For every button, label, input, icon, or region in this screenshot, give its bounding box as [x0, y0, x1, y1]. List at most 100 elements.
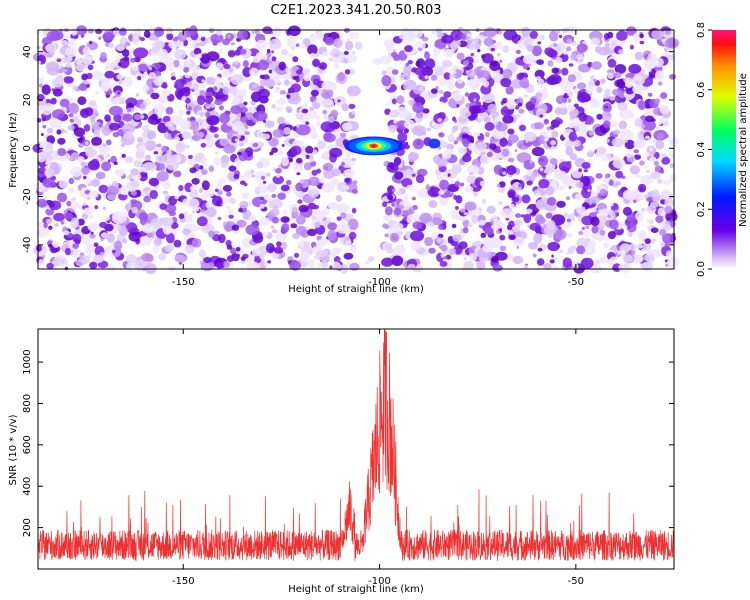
spectrogram-cell [424, 236, 434, 247]
spectrogram-cell [655, 215, 664, 223]
spectrogram-cell [138, 172, 148, 182]
spectrogram-cell [438, 89, 444, 94]
spectrogram-cell [124, 156, 134, 164]
spectrogram-cell [343, 158, 348, 163]
spectrogram-cell [210, 102, 216, 108]
spectrogram-cell [272, 26, 282, 37]
spectrogram-cell [278, 61, 286, 71]
spectrogram-side-blob [428, 138, 441, 149]
spectrogram-cell [151, 46, 160, 54]
spectrogram-cell [641, 261, 654, 272]
spectrogram-cell [466, 69, 476, 79]
spectrogram-cell [82, 46, 91, 57]
spectrogram-cell [239, 45, 243, 49]
spectrogram-cell [389, 128, 396, 133]
spectrogram-cell [567, 104, 575, 112]
spectrogram-cell [330, 178, 340, 186]
spectrogram-cell [600, 78, 606, 84]
spectrogram-cell [472, 191, 479, 197]
spectrogram-cell [183, 86, 191, 94]
spectrogram-cell [560, 174, 570, 184]
spectrogram-cell [259, 79, 268, 86]
spectrogram-cell [179, 120, 192, 130]
spectrogram-cell [404, 195, 409, 201]
spectrogram-cell [559, 34, 563, 39]
spectrogram-cell [64, 247, 71, 256]
spectrogram-cell [460, 182, 465, 187]
snr-background [38, 329, 674, 569]
spectrogram-cell [327, 222, 338, 231]
spectrogram-cell [405, 141, 409, 145]
snr-x-label: Height of straight line (km) [288, 584, 424, 595]
spectrogram-cell [574, 193, 583, 201]
spectrogram-cell [148, 72, 156, 80]
spectrogram-cell [563, 222, 572, 229]
spectrogram-cell [302, 241, 311, 248]
spectrogram-cell [518, 183, 523, 188]
spectrogram-cell [121, 123, 136, 134]
spectrogram-cell [56, 129, 62, 135]
spectrogram-cell [439, 33, 444, 38]
spectrogram-cell [599, 188, 607, 197]
spectrogram-cell [581, 175, 591, 187]
spectrogram-cell [138, 212, 148, 221]
spectrogram-cell [529, 222, 541, 231]
spectrogram-cell [523, 160, 535, 170]
spectrogram-cell [139, 241, 146, 247]
spectrogram-cell [162, 181, 172, 189]
spectrogram-cell [638, 194, 645, 201]
spectrogram-cell [478, 219, 486, 226]
spectrogram-cell [437, 146, 442, 150]
spectrogram-cell [424, 75, 429, 80]
spectrogram-cell [68, 113, 74, 118]
spectrogram-cell [68, 38, 77, 47]
spectrogram-cell [140, 191, 147, 198]
spectrogram-cell [558, 106, 568, 116]
spectrogram-cell [70, 201, 80, 210]
spectrogram-cell [122, 113, 133, 122]
spectrogram-cell [612, 129, 621, 135]
spectrogram-cell [237, 151, 242, 156]
spectrogram-cell [393, 119, 398, 124]
spectrogram-cell [399, 33, 404, 40]
spectrogram-cell [432, 47, 441, 57]
spectrogram-cell [221, 162, 228, 169]
spectrogram-cell [461, 138, 469, 145]
spectrogram-cell [263, 231, 269, 237]
spectrogram-cell [516, 73, 524, 81]
spectrogram-cell [604, 105, 609, 109]
spectrogram-cell [461, 133, 470, 140]
spectrogram-cell [455, 205, 459, 210]
spectrogram-cell [427, 186, 441, 198]
spectrogram-cell [290, 145, 302, 156]
spectrogram-cell [484, 227, 494, 236]
spectrogram-cell [591, 61, 602, 70]
spectrogram-cell [89, 261, 98, 269]
spectrogram-cell [344, 69, 351, 75]
spectrogram-cell [546, 126, 550, 131]
spectrogram-cell [499, 137, 508, 147]
spectrogram-cell [499, 59, 503, 63]
spectrogram-cell [94, 90, 100, 95]
spectrogram-cell [187, 198, 200, 210]
spectrogram-cell [634, 117, 643, 128]
spectrogram-cell [309, 157, 315, 163]
spectrogram-cell [565, 87, 571, 94]
spectrogram-cell [93, 254, 104, 264]
spectrogram-cell [307, 228, 317, 237]
spectrogram-cell [614, 209, 619, 213]
spectrogram-cell [536, 59, 544, 65]
spectrogram-cell [549, 259, 555, 264]
spectrogram-cell [449, 179, 455, 185]
spectrogram-cell [199, 53, 211, 63]
spectrogram-cell [37, 167, 47, 175]
spectrogram-cell [565, 146, 574, 156]
spectrogram-cell [100, 252, 105, 256]
snr-frame [37, 328, 675, 570]
spectrogram-cell [537, 98, 542, 103]
spectrogram-cell [83, 175, 87, 180]
spectrogram-cell [67, 187, 75, 194]
spectrogram-cell [216, 28, 222, 36]
spectrogram-cell [100, 237, 104, 242]
spectrogram-cell [125, 222, 138, 233]
